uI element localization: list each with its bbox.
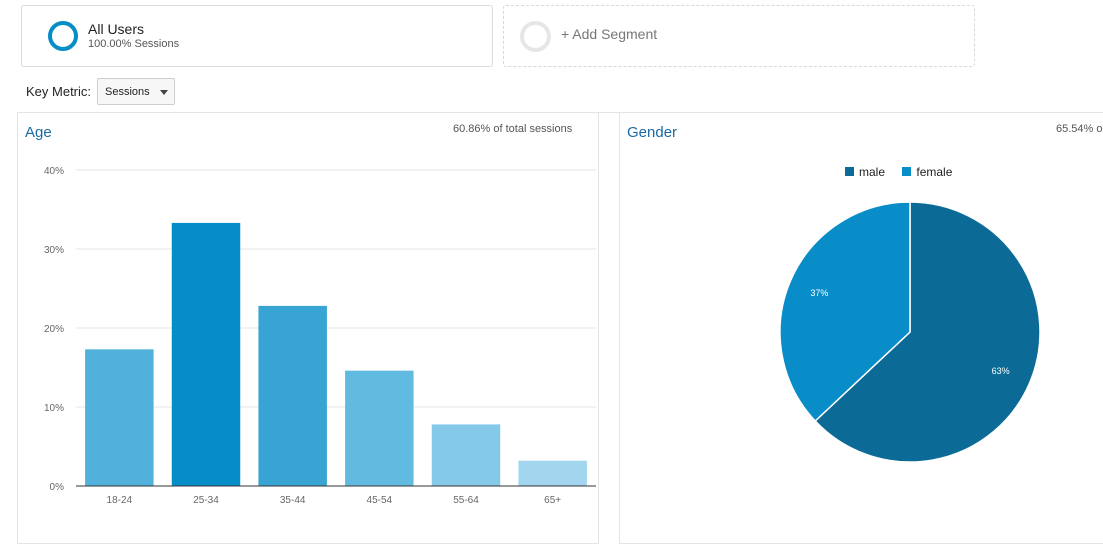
gender-chart-note: 65.54% o bbox=[1056, 123, 1103, 135]
section-divider bbox=[17, 112, 1103, 113]
segment-donut-icon bbox=[48, 21, 78, 51]
age-panel: Age 60.86% of total sessions bbox=[17, 112, 599, 544]
add-segment-label: + Add Segment bbox=[561, 26, 658, 42]
bar-18-24[interactable] bbox=[85, 349, 154, 486]
bar-35-44[interactable] bbox=[258, 305, 327, 486]
caret-down-icon bbox=[160, 90, 168, 95]
x-tick-label: 55-64 bbox=[453, 495, 479, 506]
bar-45-54[interactable] bbox=[345, 370, 414, 486]
bar-65+[interactable] bbox=[518, 460, 587, 486]
legend-label-female: female bbox=[916, 165, 953, 179]
y-tick-label: 10% bbox=[44, 403, 64, 414]
key-metric-label: Key Metric: bbox=[26, 84, 92, 99]
legend-label-male: male bbox=[859, 165, 886, 179]
x-tick-label: 45-54 bbox=[367, 495, 393, 506]
empty-segment-icon bbox=[520, 21, 551, 52]
pie-label-male: 63% bbox=[992, 366, 1010, 376]
y-tick-label: 20% bbox=[44, 324, 64, 335]
gender-pie-chart: 63% 37% bbox=[779, 201, 1041, 463]
legend-swatch-female bbox=[902, 167, 912, 176]
age-chart-title[interactable]: Age bbox=[25, 124, 52, 141]
x-tick-label: 25-34 bbox=[193, 495, 219, 506]
y-tick-label: 40% bbox=[44, 166, 64, 177]
pie-slice-female[interactable] bbox=[779, 201, 911, 423]
legend-item-male[interactable]: male bbox=[845, 165, 885, 179]
x-tick-label: 65+ bbox=[544, 495, 561, 506]
x-tick-label: 35-44 bbox=[280, 495, 306, 506]
gender-legend: male female bbox=[845, 165, 966, 179]
gender-panel: Gender 65.54% o bbox=[619, 112, 1103, 544]
bar-25-34[interactable] bbox=[171, 222, 241, 486]
add-segment-button[interactable]: + Add Segment bbox=[503, 5, 975, 67]
panel-rule bbox=[598, 112, 599, 159]
key-metric-select[interactable]: Sessions bbox=[97, 78, 175, 105]
segment-all-users[interactable]: All Users 100.00% Sessions bbox=[21, 5, 493, 67]
age-chart-note: 60.86% of total sessions bbox=[453, 123, 573, 135]
gender-chart-title[interactable]: Gender bbox=[627, 124, 678, 141]
key-metric-value: Sessions bbox=[105, 86, 150, 98]
pie-slice-male[interactable] bbox=[814, 201, 1041, 463]
segment-title: All Users bbox=[88, 21, 145, 37]
x-tick-label: 18-24 bbox=[107, 495, 133, 506]
legend-swatch-male bbox=[845, 167, 854, 176]
y-tick-label: 30% bbox=[44, 245, 64, 256]
segment-subtitle: 100.00% Sessions bbox=[88, 38, 180, 50]
pie-label-female: 37% bbox=[810, 288, 828, 298]
bar-55-64[interactable] bbox=[431, 424, 501, 486]
age-bar-chart: 0% 10% 20% 30% 40% 18-24 25-34 35-44 45-54 55-64 6… bbox=[44, 166, 596, 506]
y-tick-label: 0% bbox=[50, 482, 65, 493]
legend-item-female[interactable]: female bbox=[902, 165, 952, 179]
